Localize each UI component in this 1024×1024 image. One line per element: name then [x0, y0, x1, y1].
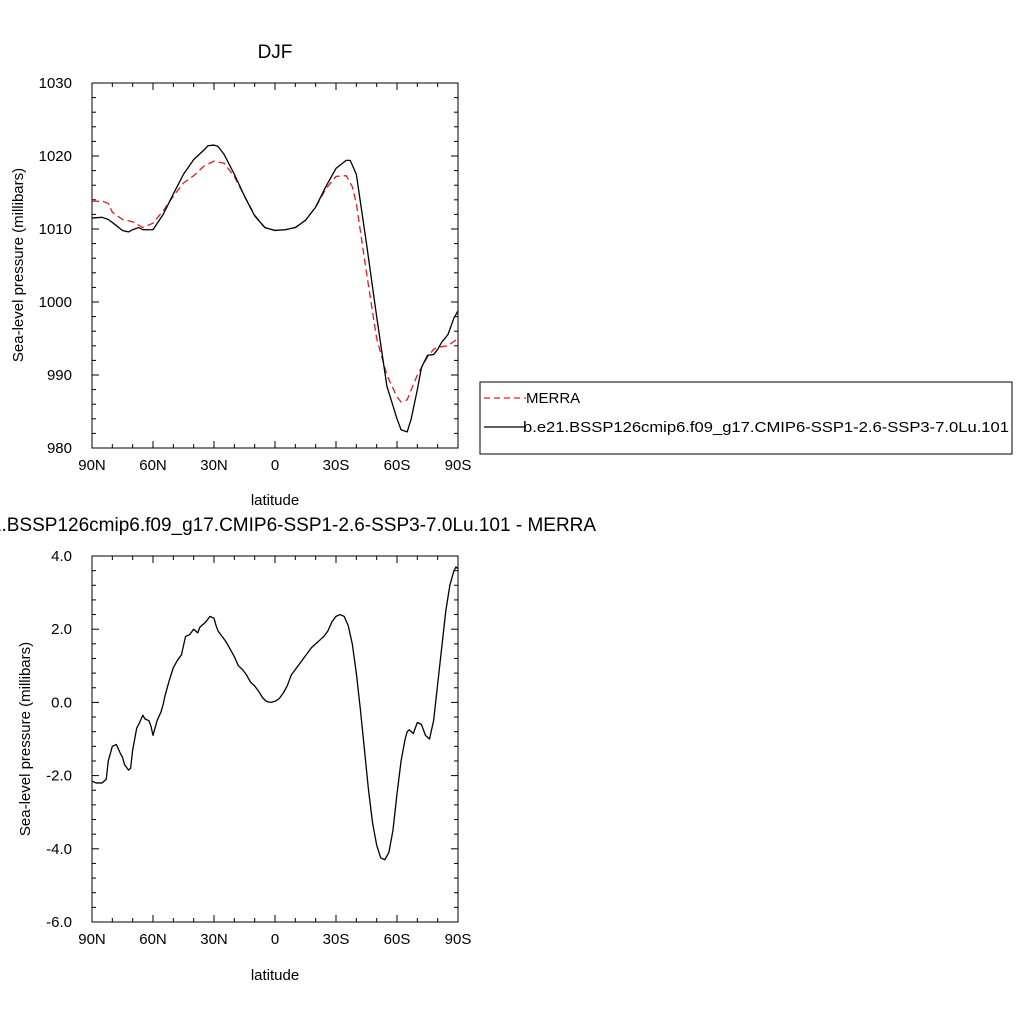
- bottom-ytick-label: -2.0: [46, 768, 72, 785]
- bottom-series-line-0: [91, 566, 459, 861]
- legend: MERRA b.e21.BSSP126cmip6.f09_g17.CMIP6-S…: [479, 381, 1013, 455]
- bottom-xtick-label: 90N: [78, 931, 106, 948]
- bottom-chart-title: b.e21.BSSP126cmip6.f09_g17.CMIP6-SSP1-2.…: [0, 515, 596, 536]
- bottom-ytick-label: 4.0: [51, 548, 72, 565]
- top-ticks: 90N 60N 30N 0 30S 60S 90S 980 990 1000 1010 1020 103…: [39, 75, 472, 474]
- top-ytick-label: 1000: [39, 294, 72, 311]
- top-y-axis-label: Sea-level pressure (millibars): [10, 168, 27, 362]
- top-ytick-label: 980: [47, 440, 72, 457]
- legend-label-model: b.e21.BSSP126cmip6.f09_g17.CMIP6-SSP1-2.…: [523, 419, 1009, 436]
- top-xtick-label: 60N: [139, 457, 167, 474]
- top-ytick-label: 1030: [39, 75, 72, 92]
- top-xtick-label: 30S: [323, 457, 350, 474]
- bottom-ticks: 90N 60N 30N 0 30S 60S 90S -6.0 -4.0 -2.0 0.0 2.0 4.0: [46, 548, 471, 948]
- top-ytick-label: 1020: [39, 148, 72, 165]
- bottom-xtick-label: 60N: [139, 931, 167, 948]
- legend-box: [479, 381, 1013, 455]
- top-ytick-label: 1010: [39, 221, 72, 238]
- bottom-ytick-label: 0.0: [51, 694, 72, 711]
- bottom-xtick-label: 60S: [384, 931, 411, 948]
- top-xtick-label: 60S: [384, 457, 411, 474]
- legend-label-merra: MERRA: [526, 390, 580, 407]
- bottom-ytick-label: 2.0: [51, 621, 72, 638]
- bottom-panel: b.e21.BSSP126cmip6.f09_g17.CMIP6-SSP1-2.…: [0, 515, 596, 984]
- top-x-axis-label: latitude: [251, 492, 299, 509]
- top-xtick-label: 90N: [78, 457, 106, 474]
- bottom-xtick-label: 30N: [200, 931, 228, 948]
- top-ytick-label: 990: [47, 367, 72, 384]
- top-plot-frame: [91, 82, 459, 449]
- bottom-xtick-label: 0: [271, 931, 279, 948]
- bottom-x-axis-label: latitude: [251, 967, 299, 984]
- top-series-group: [91, 144, 459, 433]
- bottom-xtick-label: 90S: [445, 931, 472, 948]
- top-chart-title: DJF: [258, 42, 293, 63]
- bottom-series-group: [91, 566, 459, 861]
- top-xtick-label: 30N: [200, 457, 228, 474]
- top-series-line-0: [92, 160, 459, 403]
- top-panel: DJF 90N 60N 30N 0 30S 60S 90S 980 990 1000 1010 102…: [10, 42, 471, 509]
- bottom-ytick-label: -6.0: [46, 914, 72, 931]
- bottom-plot-frame: [91, 555, 459, 923]
- top-xtick-label: 90S: [445, 457, 472, 474]
- bottom-y-axis-label: Sea-level pressure (millibars): [17, 642, 34, 836]
- bottom-ytick-label: -4.0: [46, 841, 72, 858]
- top-xtick-label: 0: [271, 457, 279, 474]
- top-series-line-1: [91, 144, 459, 433]
- bottom-xtick-label: 30S: [323, 931, 350, 948]
